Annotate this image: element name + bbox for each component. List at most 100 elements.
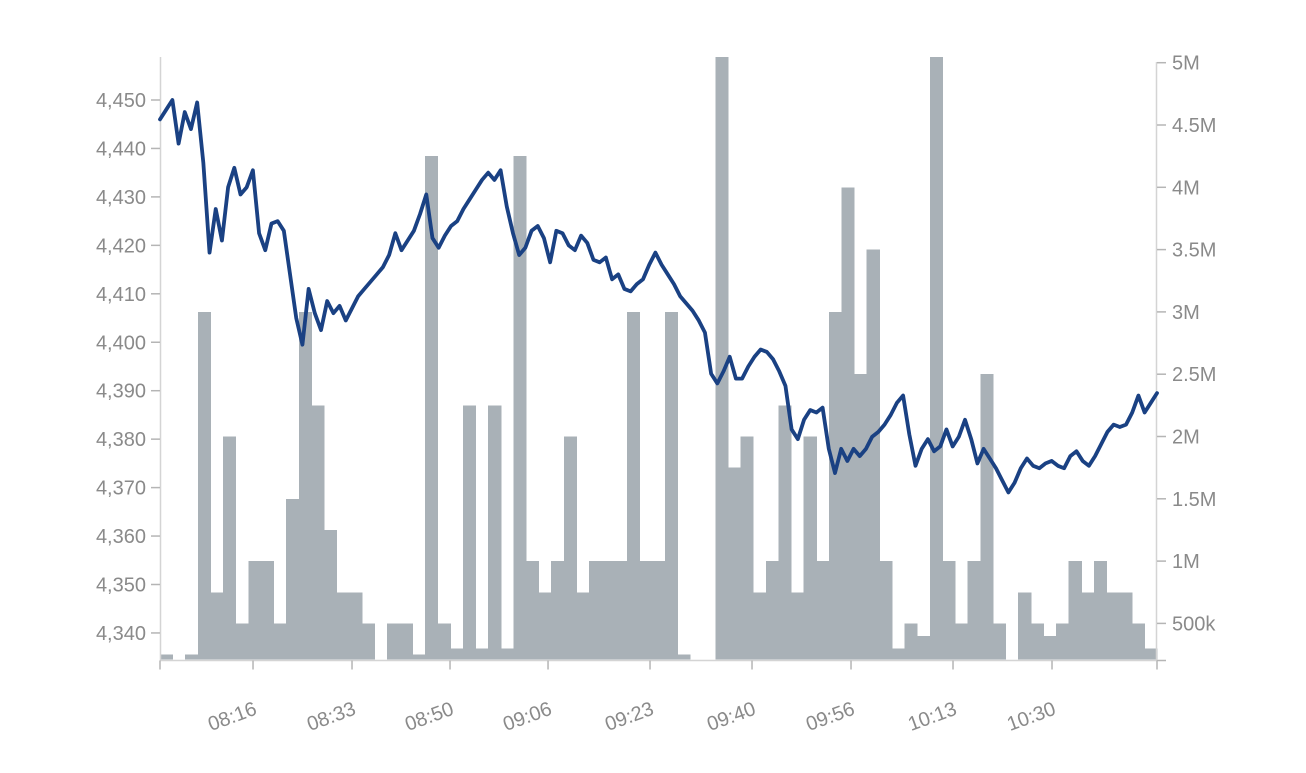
- volume-axis-label: 1.5M: [1172, 489, 1216, 511]
- volume-bar: [450, 648, 464, 660]
- volume-bar: [727, 467, 742, 660]
- price-axis-label: 4,440: [96, 138, 146, 160]
- volume-axis-label: 4.5M: [1172, 115, 1216, 137]
- volume-bar: [324, 529, 338, 660]
- volume-bar: [500, 648, 514, 660]
- volume-axis-label: 5M: [1172, 53, 1200, 75]
- time-axis-label: 08:50: [402, 698, 457, 736]
- volume-bar: [967, 561, 981, 660]
- price-axis-label: 4,350: [96, 575, 146, 597]
- volume-bar: [891, 648, 906, 660]
- volume-bar: [791, 592, 805, 660]
- volume-bar: [488, 405, 502, 660]
- volume-axis-label: 1M: [1172, 551, 1200, 573]
- volume-bar: [1081, 592, 1095, 660]
- volume-axis-label: 4M: [1172, 177, 1200, 199]
- volume-bar: [626, 311, 641, 660]
- time-axis-label: 09:23: [602, 698, 657, 736]
- volume-axis-label: 2.5M: [1172, 364, 1216, 386]
- volume-bar: [286, 498, 300, 660]
- volume-bar: [513, 156, 527, 660]
- volume-bar: [336, 592, 350, 660]
- volume-bar: [803, 436, 817, 660]
- volume-bar: [1119, 592, 1133, 660]
- price-axis-label: 4,390: [96, 381, 146, 403]
- volume-bar: [223, 436, 237, 660]
- volume-bar: [904, 623, 918, 660]
- volume-bar: [260, 561, 275, 660]
- volume-bar: [399, 623, 413, 660]
- volume-axis-label: 2M: [1172, 427, 1200, 449]
- volume-bar: [361, 623, 376, 660]
- volume-bar: [778, 405, 792, 660]
- volume-bar: [589, 561, 603, 660]
- volume-bar: [185, 654, 199, 660]
- volume-bar: [210, 592, 224, 660]
- volume-bar: [551, 561, 565, 660]
- price-axis-label: 4,380: [96, 429, 146, 451]
- volume-bar: [866, 249, 880, 660]
- volume-bar: [525, 561, 540, 660]
- volume-bar: [563, 436, 577, 660]
- volume-bar: [753, 592, 767, 660]
- volume-bar: [235, 623, 249, 660]
- time-axis-label: 08:33: [304, 698, 359, 736]
- volume-bar: [273, 623, 287, 660]
- price-axis-label: 4,430: [96, 187, 146, 209]
- volume-bar: [955, 623, 969, 660]
- volume-bar: [854, 374, 868, 660]
- volume-bar: [1131, 623, 1145, 660]
- time-axis-label: 09:06: [500, 698, 555, 736]
- price-axis-label: 4,340: [96, 623, 146, 645]
- price-line: [158, 98, 1159, 495]
- volume-bar: [298, 311, 312, 660]
- volume-bar: [879, 561, 893, 660]
- volume-bar: [475, 648, 489, 660]
- volume-bar: [740, 436, 754, 660]
- volume-bar: [816, 561, 830, 660]
- volume-bar: [1093, 561, 1108, 660]
- volume-bar: [942, 561, 956, 660]
- time-axis-label: 08:16: [205, 698, 260, 736]
- time-axis-label: 10:30: [1004, 698, 1059, 736]
- volume-bar: [576, 592, 590, 660]
- volume-bar: [160, 654, 174, 660]
- time-axis-label: 10:13: [905, 698, 960, 736]
- volume-bar: [1144, 648, 1158, 660]
- price-axis-label: 4,410: [96, 284, 146, 306]
- time-axis-label: 09:56: [803, 698, 858, 736]
- volume-axis-label: 3M: [1172, 302, 1200, 324]
- volume-bar: [349, 592, 363, 660]
- volume-bar: [828, 311, 842, 660]
- volume-bar: [1018, 592, 1032, 660]
- volume-bar: [677, 654, 691, 660]
- volume-bar: [387, 623, 401, 660]
- volume-axis-label: 500k: [1172, 613, 1216, 635]
- volume-bar: [639, 561, 653, 660]
- volume-bar: [929, 57, 943, 660]
- volume-bar: [311, 405, 325, 660]
- price-axis-label: 4,400: [96, 332, 146, 354]
- volume-bar: [412, 654, 426, 660]
- volume-bar: [1106, 592, 1120, 660]
- price-axis-label: 4,370: [96, 478, 146, 500]
- volume-bar: [601, 561, 615, 660]
- volume-bar: [1068, 561, 1082, 660]
- volume-bar: [425, 156, 439, 660]
- volume-bar: [715, 57, 729, 660]
- volume-bar: [841, 187, 855, 660]
- volume-bar: [765, 561, 779, 660]
- volume-bar: [462, 405, 477, 660]
- volume-bar: [980, 374, 994, 660]
- volume-bar: [538, 592, 552, 660]
- volume-bar: [652, 561, 666, 660]
- volume-bar: [437, 623, 451, 660]
- volume-bar: [1056, 623, 1070, 660]
- price-axis-label: 4,450: [96, 90, 146, 112]
- volume-bar: [614, 561, 628, 660]
- price-axis-label: 4,360: [96, 526, 146, 548]
- volume-bar: [992, 623, 1007, 660]
- time-axis-label: 09:40: [704, 698, 759, 736]
